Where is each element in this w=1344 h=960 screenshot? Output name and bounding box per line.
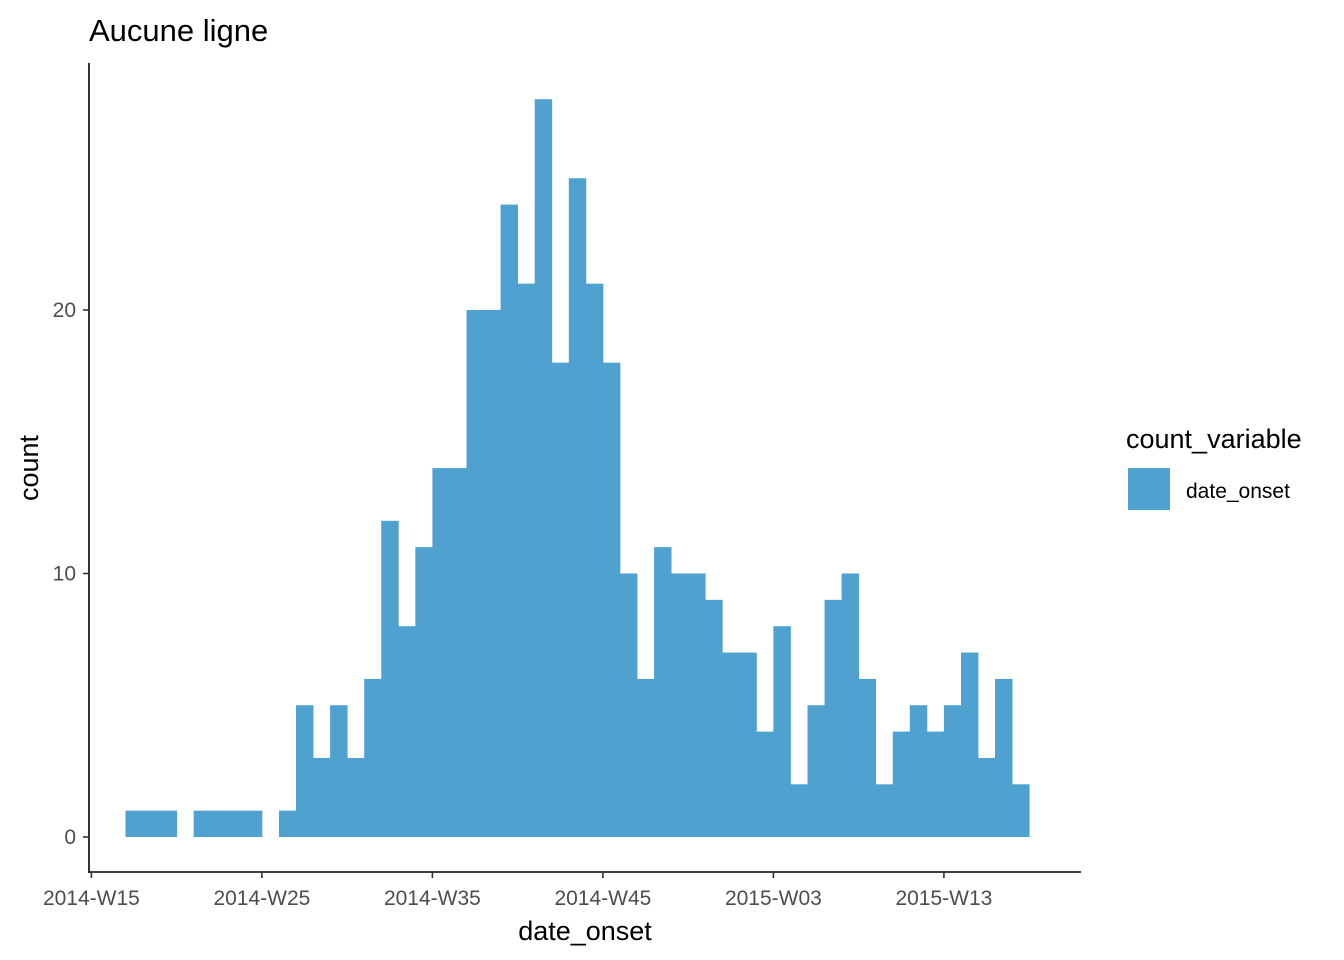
bar-2014-W35 — [432, 468, 450, 837]
bar-2015-W02 — [756, 731, 774, 837]
bar-2014-W34 — [415, 547, 433, 837]
bar-2014-W26 — [278, 810, 297, 837]
x-tick-label: 2014-W45 — [554, 887, 651, 910]
bar-2015-W05 — [807, 705, 825, 837]
bar-2015-W13 — [943, 705, 962, 837]
bar-2014-W24 — [244, 810, 263, 837]
bar-2015-W14 — [960, 652, 979, 837]
bar-2015-W10 — [892, 731, 911, 837]
bar-2014-W41 — [534, 99, 553, 837]
bar-2014-W49 — [671, 573, 689, 837]
y-ticks-group: 0 10 20 — [53, 299, 89, 849]
bar-2014-W28 — [313, 757, 331, 837]
bar-2014-W40 — [517, 283, 536, 837]
bar-2014-W29 — [330, 705, 348, 837]
bar-2015-W06 — [824, 599, 842, 837]
bar-2014-W51 — [705, 599, 723, 837]
bar-2015-W16 — [995, 678, 1013, 837]
bar-2014-W43 — [568, 178, 587, 837]
y-axis-title: count — [14, 434, 44, 501]
x-tick-label: 2014-W35 — [384, 887, 481, 910]
bar-2014-W31 — [364, 678, 382, 837]
bar-2015-W12 — [926, 731, 945, 837]
bar-2014-W48 — [654, 547, 672, 837]
bar-2015-W15 — [978, 757, 996, 837]
bar-2015-W08 — [858, 678, 877, 837]
x-tick-label: 2014-W15 — [43, 887, 140, 910]
bar-2015-W04 — [790, 784, 808, 837]
legend-label: date_onset — [1186, 480, 1290, 503]
bar-2014-W19 — [159, 810, 178, 837]
bars-group — [125, 99, 1030, 838]
bar-2015-W11 — [909, 705, 928, 837]
x-ticks-group: 2014-W15 2014-W25 2014-W35 2014-W45 2015-W03… — [43, 872, 992, 910]
x-tick-label: 2015-W13 — [895, 887, 992, 910]
x-tick-label: 2014-W25 — [213, 887, 310, 910]
legend: count_variable date_onset — [1126, 424, 1302, 510]
y-tick-label: 20 — [53, 299, 76, 322]
legend-title: count_variable — [1126, 424, 1302, 454]
x-tick-label: 2015-W03 — [725, 887, 822, 910]
bar-2014-W45 — [602, 362, 621, 837]
bar-2015-W17 — [1012, 784, 1030, 837]
bar-2014-W44 — [585, 283, 604, 837]
y-tick-label: 10 — [53, 563, 76, 586]
bar-2014-W33 — [398, 626, 416, 837]
chart-title: Aucune ligne — [89, 13, 268, 48]
bar-2014-W30 — [347, 757, 365, 837]
legend-swatch — [1128, 468, 1170, 510]
bar-2014-W39 — [500, 204, 519, 838]
bar-2014-W18 — [142, 810, 160, 837]
x-axis-title: date_onset — [518, 916, 652, 946]
bar-2014-W32 — [381, 520, 399, 837]
bar-2014-W36 — [449, 468, 467, 837]
y-tick-label: 0 — [64, 826, 76, 849]
bar-2015-W03 — [773, 626, 791, 837]
bar-2015-W09 — [875, 784, 894, 837]
bar-2014-W37 — [466, 310, 484, 837]
bar-2014-W17 — [125, 810, 143, 837]
bar-2014-W42 — [551, 362, 570, 837]
bar-2015-W07 — [841, 573, 860, 837]
bar-2014-W21 — [193, 810, 212, 837]
bar-2014-W50 — [688, 573, 706, 837]
bar-2014-W22 — [210, 810, 229, 837]
bar-2014-W38 — [483, 310, 501, 837]
bar-2014-W23 — [227, 810, 246, 837]
bar-2015-W01 — [739, 652, 757, 837]
bar-2014-W46 — [619, 573, 638, 837]
bar-2014-W52 — [722, 652, 740, 837]
bar-2014-W27 — [296, 705, 314, 837]
bar-2014-W47 — [637, 678, 655, 837]
